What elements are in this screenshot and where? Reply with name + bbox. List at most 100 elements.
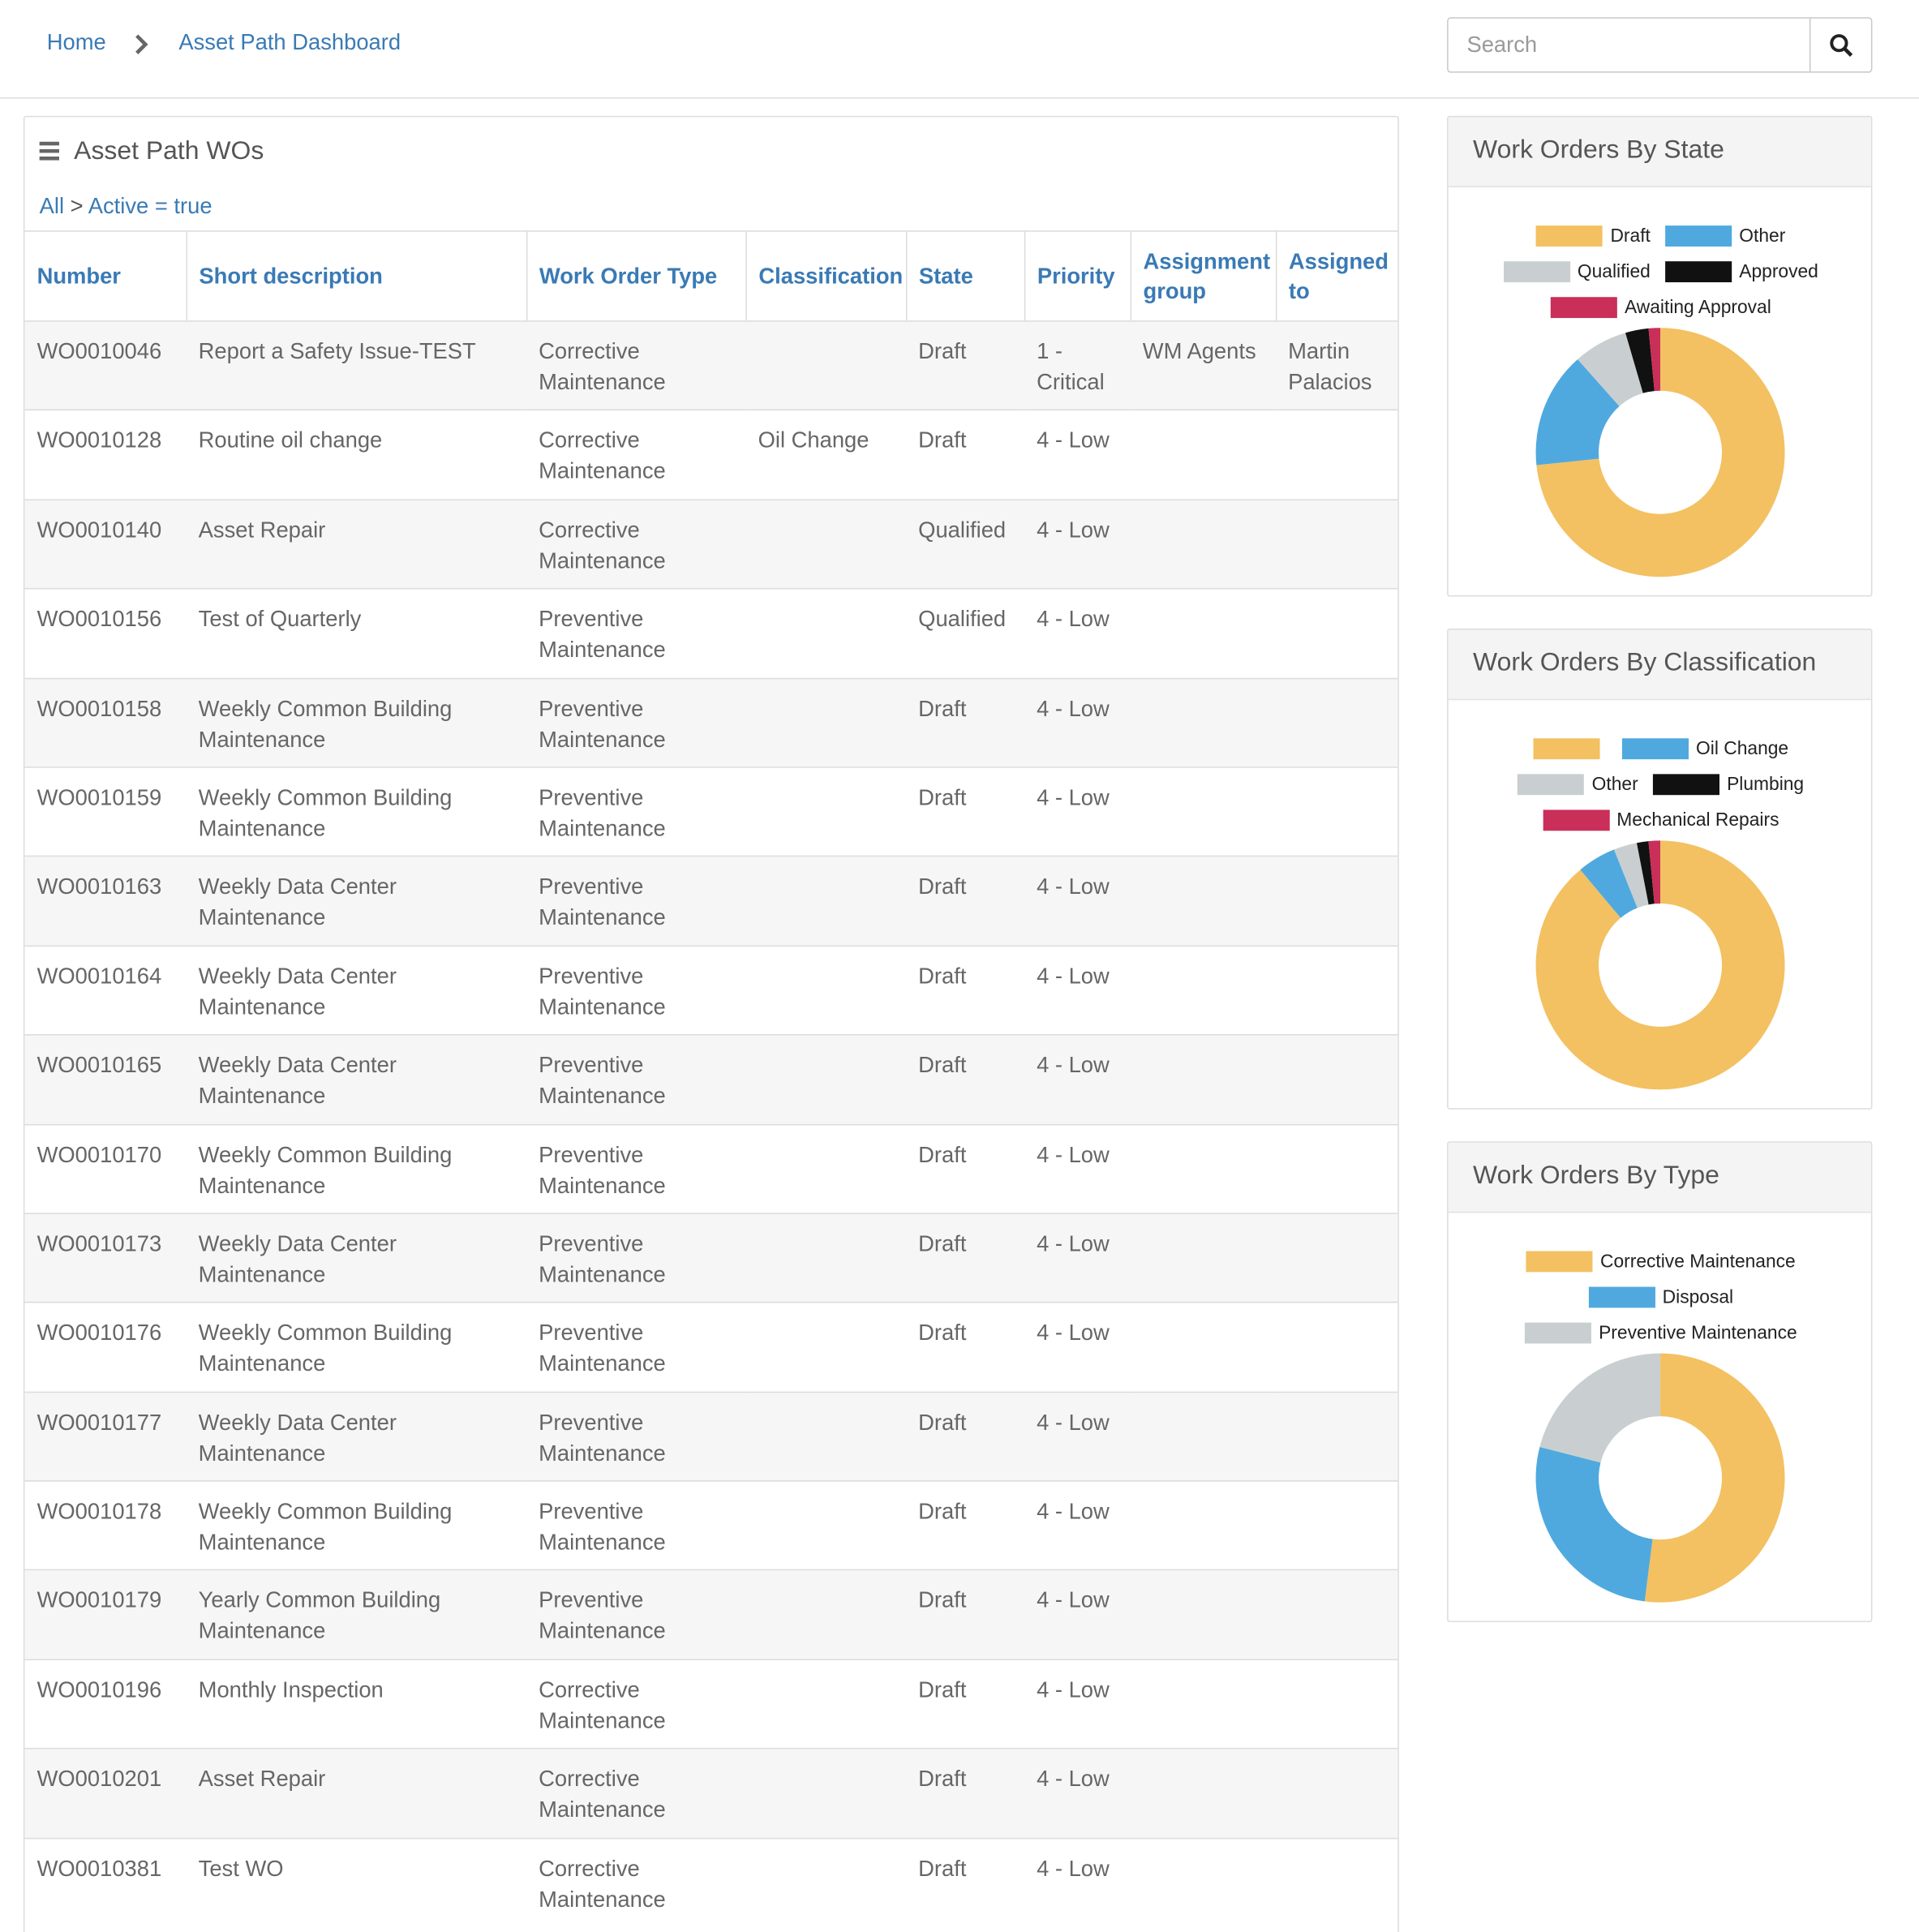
cell-priority: 4 - Low <box>1024 410 1131 500</box>
table-row[interactable]: WO0010140 Asset Repair Corrective Maintena… <box>24 499 1398 589</box>
cell-number[interactable]: WO0010046 <box>24 320 187 410</box>
legend-item[interactable]: Plumbing <box>1652 774 1804 796</box>
legend-item[interactable]: Other <box>1518 774 1638 796</box>
column-header-state[interactable]: State <box>905 230 1025 321</box>
cell-number[interactable]: WO0010159 <box>24 766 187 857</box>
column-header-short-description[interactable]: Short description <box>186 230 527 321</box>
column-header-priority[interactable]: Priority <box>1024 230 1131 321</box>
table-row[interactable]: WO0010158 Weekly Common Building Maintena… <box>24 677 1398 767</box>
cell-assignment-group <box>1130 1748 1276 1839</box>
legend-item[interactable]: Draft <box>1536 225 1651 247</box>
cell-number[interactable]: WO0010176 <box>24 1302 187 1393</box>
legend-item[interactable]: Disposal <box>1588 1286 1733 1308</box>
cell-number[interactable]: WO0010381 <box>24 1837 187 1928</box>
table-row[interactable]: WO0010163 Weekly Data Center Maintenance P… <box>24 856 1398 946</box>
donut-slice-mechanical-repairs[interactable] <box>1648 840 1661 904</box>
cell-number[interactable]: WO0010177 <box>24 1391 187 1482</box>
legend-item[interactable] <box>1533 738 1607 760</box>
legend-item[interactable]: Corrective Maintenance <box>1526 1251 1796 1273</box>
cell-number[interactable]: WO0010128 <box>24 410 187 500</box>
legend-item[interactable]: Mechanical Repairs <box>1543 809 1779 831</box>
search-icon <box>1829 33 1852 57</box>
donut-slice-awaiting-approval[interactable] <box>1648 328 1661 392</box>
table-row[interactable]: WO0010178 Weekly Common Building Maintena… <box>24 1480 1398 1571</box>
cell-work-order-type: Preventive Maintenance <box>526 1391 746 1482</box>
cell-short-description: Weekly Common Building Maintenance <box>186 1302 526 1393</box>
donut-slice-other[interactable] <box>1613 843 1649 908</box>
cell-priority: 4 - Low <box>1024 499 1131 589</box>
filter-all-link[interactable]: All <box>39 193 65 218</box>
legend-item[interactable]: Oil Change <box>1621 738 1789 760</box>
breadcrumb-home-link[interactable]: Home <box>46 29 106 54</box>
donut-slice-qualified[interactable] <box>1578 333 1643 406</box>
cell-number[interactable]: WO0010196 <box>24 1659 187 1750</box>
cell-number[interactable]: WO0010163 <box>24 856 187 946</box>
table-row[interactable]: WO0010173 Weekly Data Center Maintenance P… <box>24 1213 1398 1303</box>
donut-slice-other[interactable] <box>1535 358 1620 466</box>
table-row[interactable]: WO0010201 Asset Repair Corrective Maintena… <box>24 1748 1398 1839</box>
cell-number[interactable]: WO0010201 <box>24 1748 187 1839</box>
table-row[interactable]: WO0010196 Monthly Inspection Corrective Ma… <box>24 1659 1398 1750</box>
table-row[interactable]: WO0010179 Yearly Common Building Maintena… <box>24 1569 1398 1660</box>
legend-swatch <box>1526 1251 1593 1273</box>
table-row[interactable]: WO0010046 Report a Safety Issue-TEST Corre… <box>24 320 1398 410</box>
chart-panel-classification: Work Orders By Classification Oil Change… <box>1447 629 1873 1110</box>
cell-priority: 4 - Low <box>1024 1391 1131 1482</box>
top-bar: Home Asset Path Dashboard <box>0 0 1919 99</box>
legend-item[interactable]: Qualified <box>1503 261 1651 283</box>
cell-number[interactable]: WO0010173 <box>24 1213 187 1303</box>
donut-slice-approved[interactable] <box>1625 328 1655 393</box>
cell-priority: 1 - Critical <box>1024 320 1131 410</box>
donut-slice-disposal[interactable] <box>1535 1446 1653 1602</box>
cell-state: Draft <box>905 1569 1024 1660</box>
donut-slice-corrective-maintenance[interactable] <box>1644 1353 1785 1603</box>
legend-item[interactable]: Preventive Maintenance <box>1524 1322 1797 1344</box>
cell-number[interactable]: WO0010165 <box>24 1034 187 1124</box>
cell-number[interactable]: WO0010156 <box>24 588 187 678</box>
table-row[interactable]: WO0010128 Routine oil change Corrective Ma… <box>24 410 1398 500</box>
donut-slice-oil-change[interactable] <box>1580 849 1638 918</box>
search-input[interactable] <box>1448 18 1811 72</box>
table-row[interactable]: WO0010164 Weekly Data Center Maintenance P… <box>24 945 1398 1035</box>
table-row[interactable]: WO0010156 Test of Quarterly Preventive Mai… <box>24 588 1398 678</box>
cell-work-order-type: Corrective Maintenance <box>526 410 746 500</box>
cell-assignment-group <box>1130 856 1276 946</box>
cell-classification <box>745 1213 906 1303</box>
cell-number[interactable]: WO0010164 <box>24 945 187 1035</box>
legend-row: Other Plumbing <box>1449 766 1871 802</box>
table-row[interactable]: WO0010381 Test WO Corrective Maintenance Dr… <box>24 1837 1398 1928</box>
cell-classification <box>745 1302 906 1393</box>
cell-assignment-group <box>1130 410 1276 500</box>
cell-number[interactable]: WO0010140 <box>24 499 187 589</box>
menu-icon[interactable] <box>39 141 59 161</box>
donut-slice-draft[interactable] <box>1536 328 1785 577</box>
breadcrumb-current-link[interactable]: Asset Path Dashboard <box>178 29 401 54</box>
column-header-number[interactable]: Number <box>24 230 187 321</box>
cell-short-description: Weekly Data Center Maintenance <box>186 945 526 1035</box>
filter-condition-link[interactable]: Active = true <box>88 193 213 218</box>
table-row[interactable]: WO0010170 Weekly Common Building Maintena… <box>24 1123 1398 1214</box>
donut-slice-preventive-maintenance[interactable] <box>1539 1353 1661 1463</box>
column-header-assigned-to[interactable]: Assigned to <box>1275 230 1398 321</box>
search-button[interactable] <box>1809 18 1871 72</box>
cell-number[interactable]: WO0010158 <box>24 677 187 767</box>
table-row[interactable]: WO0010165 Weekly Data Center Maintenance P… <box>24 1034 1398 1124</box>
cell-number[interactable]: WO0010170 <box>24 1123 187 1214</box>
cell-work-order-type: Preventive Maintenance <box>526 1213 746 1303</box>
donut-slice-plumbing[interactable] <box>1636 841 1655 905</box>
cell-assigned-to: Martin Palacios <box>1275 320 1398 410</box>
legend-item[interactable]: Awaiting Approval <box>1550 297 1771 319</box>
table-row[interactable]: WO0010159 Weekly Common Building Maintena… <box>24 766 1398 857</box>
legend-swatch <box>1550 297 1617 319</box>
table-row[interactable]: WO0010177 Weekly Data Center Maintenance P… <box>24 1391 1398 1482</box>
column-header-assignment-group[interactable]: Assignment group <box>1130 230 1277 321</box>
donut-slice-empty[interactable] <box>1535 840 1785 1090</box>
column-header-work-order-type[interactable]: Work Order Type <box>526 230 747 321</box>
column-header-classification[interactable]: Classification <box>745 230 907 321</box>
cell-number[interactable]: WO0010178 <box>24 1480 187 1571</box>
legend-item[interactable]: Other <box>1665 225 1785 247</box>
cell-number[interactable]: WO0010179 <box>24 1569 187 1660</box>
legend-label: Oil Change <box>1696 738 1789 760</box>
legend-item[interactable]: Approved <box>1665 261 1818 283</box>
table-row[interactable]: WO0010176 Weekly Common Building Maintena… <box>24 1302 1398 1393</box>
